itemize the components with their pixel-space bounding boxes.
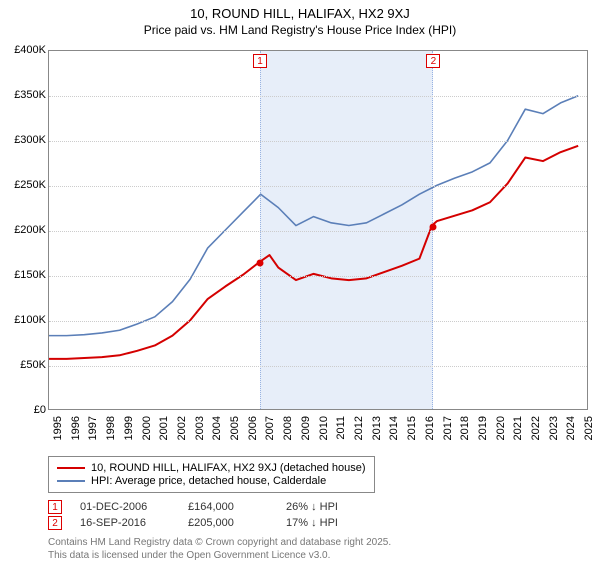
y-tick-label: £0 <box>0 404 46 416</box>
y-tick-label: £200K <box>0 224 46 236</box>
sale-row: 1 01-DEC-2006 £164,000 26% ↓ HPI <box>48 500 590 514</box>
sale-point-icon <box>430 223 437 230</box>
sale-diff: 17% ↓ HPI <box>286 517 338 529</box>
sale-diff: 26% ↓ HPI <box>286 501 338 513</box>
sale-price: £164,000 <box>188 501 268 513</box>
x-tick-label: 2025 <box>583 416 600 440</box>
sale-point-icon <box>257 260 264 267</box>
y-tick-label: £100K <box>0 314 46 326</box>
sale-marker-icon: 1 <box>48 500 62 514</box>
sale-date: 16-SEP-2016 <box>80 517 170 529</box>
legend-label: 10, ROUND HILL, HALIFAX, HX2 9XJ (detach… <box>91 462 366 474</box>
sale-marker-icon: 2 <box>48 516 62 530</box>
sale-date: 01-DEC-2006 <box>80 501 170 513</box>
sales-table: 1 01-DEC-2006 £164,000 26% ↓ HPI 2 16-SE… <box>48 498 590 532</box>
footer-line-1: Contains HM Land Registry data © Crown c… <box>48 537 590 550</box>
title-line-2: Price paid vs. HM Land Registry's House … <box>0 23 600 37</box>
legend-item: HPI: Average price, detached house, Cald… <box>57 475 366 487</box>
sale-price: £205,000 <box>188 517 268 529</box>
title-line-1: 10, ROUND HILL, HALIFAX, HX2 9XJ <box>0 6 600 21</box>
chart-svg <box>49 51 587 409</box>
footer-attribution: Contains HM Land Registry data © Crown c… <box>48 537 590 562</box>
y-tick-label: £250K <box>0 179 46 191</box>
legend-box: 10, ROUND HILL, HALIFAX, HX2 9XJ (detach… <box>48 456 375 493</box>
chart-container: 10, ROUND HILL, HALIFAX, HX2 9XJ Price p… <box>0 6 600 566</box>
legend-swatch <box>57 467 85 469</box>
chart-plot-area: 12 <box>48 50 588 410</box>
legend-label: HPI: Average price, detached house, Cald… <box>91 475 326 487</box>
footer-line-2: This data is licensed under the Open Gov… <box>48 550 590 563</box>
legend-item: 10, ROUND HILL, HALIFAX, HX2 9XJ (detach… <box>57 462 366 474</box>
legend-swatch <box>57 480 85 482</box>
y-tick-label: £300K <box>0 134 46 146</box>
chart-sale-marker: 2 <box>426 54 440 68</box>
y-tick-label: £400K <box>0 44 46 56</box>
y-tick-label: £50K <box>0 359 46 371</box>
y-tick-label: £150K <box>0 269 46 281</box>
sale-row: 2 16-SEP-2016 £205,000 17% ↓ HPI <box>48 516 590 530</box>
y-tick-label: £350K <box>0 89 46 101</box>
chart-sale-marker: 1 <box>253 54 267 68</box>
